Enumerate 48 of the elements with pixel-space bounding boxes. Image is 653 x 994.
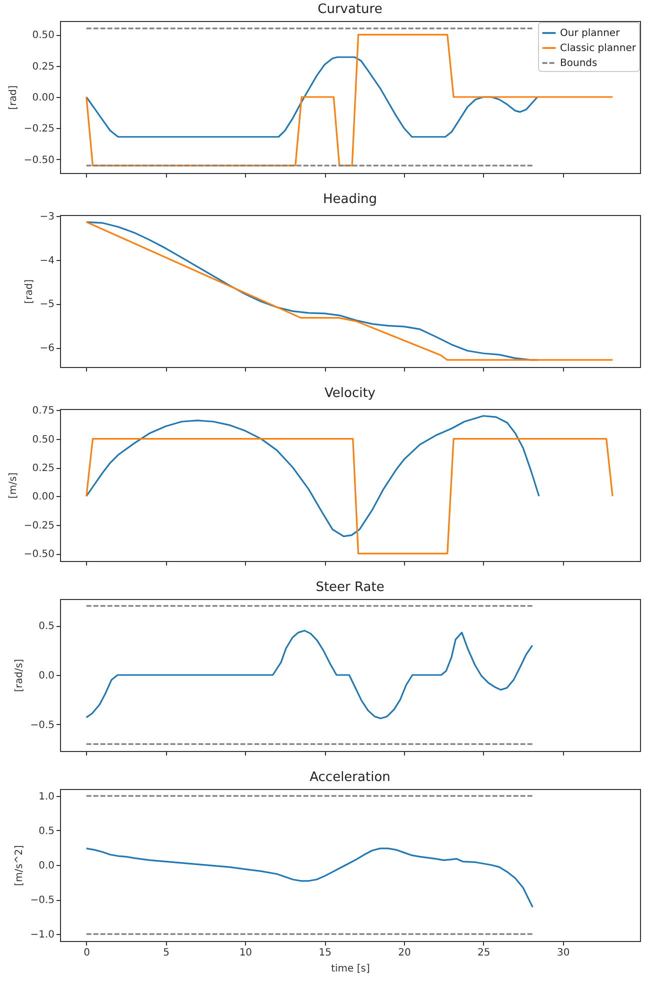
y-tick-label: −0.50 [24,549,54,560]
y-tick-label: −0.5 [30,720,54,731]
y-axis-title: [m/s] [8,472,19,499]
chart-title: Steer Rate [316,580,384,595]
y-axis-title: [rad/s] [14,658,26,692]
y-tick-label: 0.00 [32,492,54,503]
y-tick-label: 0.5 [38,621,54,632]
y-tick-label: −1.0 [30,930,54,941]
chart-title: Velocity [324,386,376,402]
y-tick-label: −5 [40,299,54,310]
line-series [86,56,538,138]
legend-label: Bounds [560,58,598,69]
x-tick-label: 5 [163,948,170,958]
line-series [86,415,540,538]
y-tick-label: 0.50 [32,434,54,446]
line-series [86,630,534,720]
x-tick-label: 25 [478,948,490,958]
y-tick-label: 0.00 [32,92,54,104]
y-tick-label: 0.5 [38,826,54,837]
y-tick-label: −6 [40,343,54,354]
y-tick-label: −0.50 [24,154,54,166]
x-tick-label: 0 [84,948,90,958]
y-tick-label: −3 [40,211,54,222]
y-tick-label: −0.25 [24,520,54,532]
y-tick-label: 0.50 [32,30,54,42]
y-tick-label: −0.25 [24,124,54,135]
x-tick-label: 20 [398,948,411,958]
y-tick-label: 0.25 [32,463,54,474]
y-axis-title: [rad] [24,279,35,304]
y-tick-label: 0.0 [38,670,54,682]
chart-title: Acceleration [310,770,390,785]
chart-title: Heading [322,192,378,207]
y-tick-label: 0.0 [38,860,54,872]
y-axis-title: [rad] [8,85,19,110]
x-tick-label: 15 [318,948,332,958]
y-tick-label: 1.0 [38,791,54,802]
line-series [86,848,534,908]
chart-title: Curvature [318,2,382,17]
legend-label: Our planner [560,28,621,39]
x-tick-label: 30 [556,948,570,958]
legend-label: Classic planner [560,43,637,54]
y-axis-title: [m/s^2] [14,844,26,886]
x-axis-title: time [s] [331,964,370,974]
x-tick-label: 10 [239,948,252,958]
y-tick-label: −4 [40,255,54,266]
y-tick-label: −0.5 [30,895,54,906]
y-tick-label: 0.25 [32,61,54,72]
y-tick-label: 0.75 [32,406,54,417]
